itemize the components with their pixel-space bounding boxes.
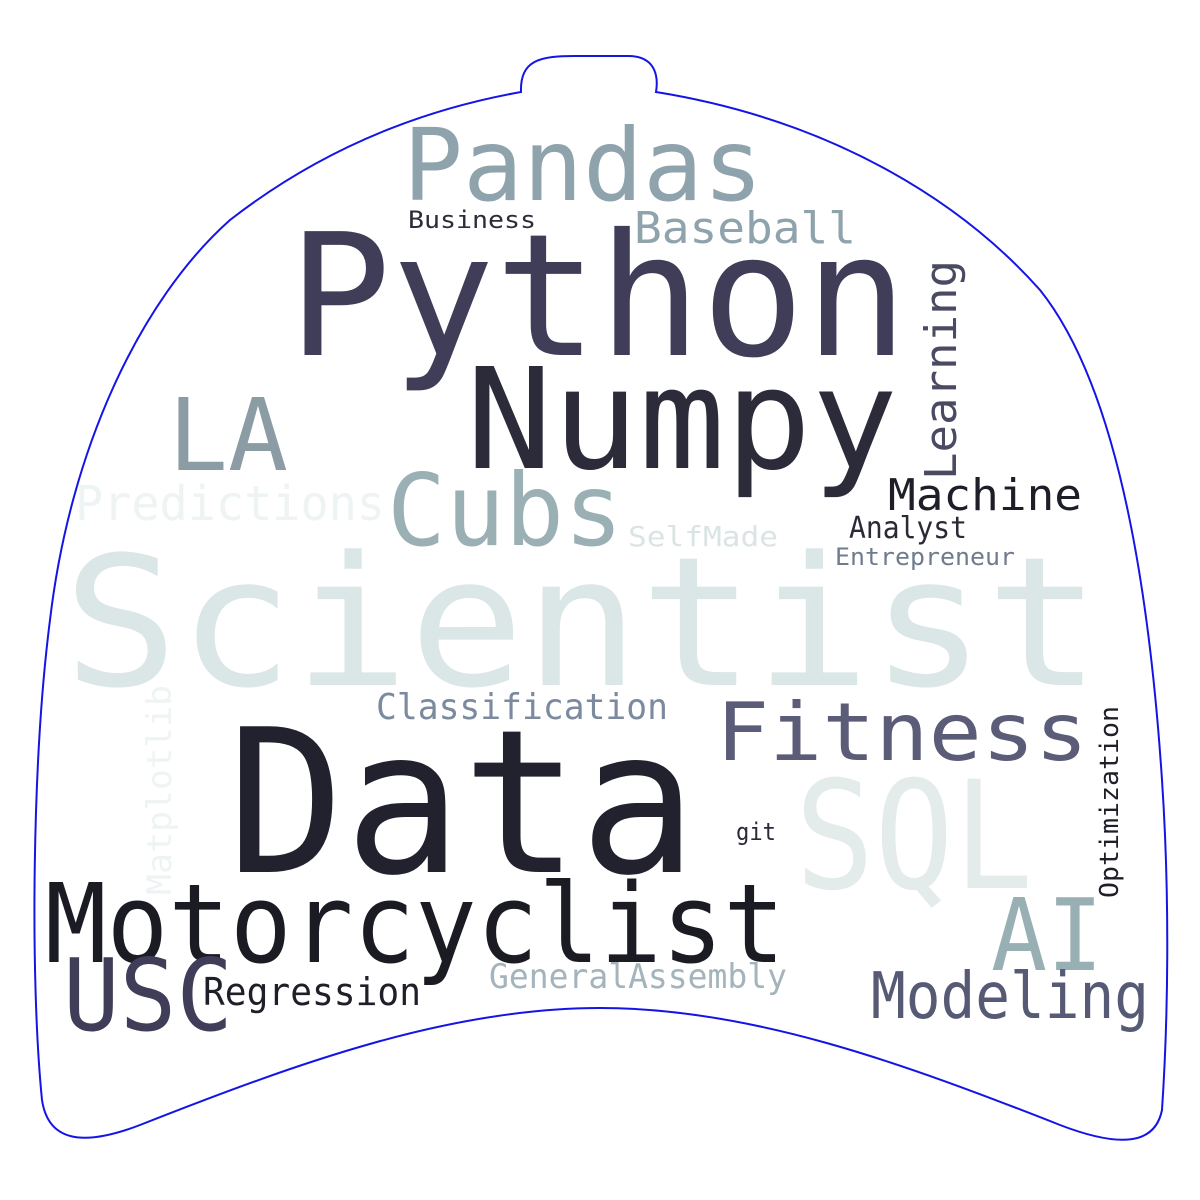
word-predictions: Predictions <box>75 476 385 532</box>
word-fitness: Fitness <box>716 686 1088 779</box>
word-modeling: Modeling <box>871 960 1149 1034</box>
word-numpy: Numpy <box>466 339 898 502</box>
word-selfmade: SelfMade <box>628 520 778 553</box>
word-matplotlib: Matplotlib <box>140 685 180 895</box>
word-cubs: Cubs <box>387 452 623 569</box>
word-ai: AI <box>991 877 1103 994</box>
word-scientist: Scientist <box>63 519 1101 728</box>
word-learning: Learning <box>916 260 967 480</box>
word-regression: Regression <box>203 970 421 1014</box>
word-classification: Classification <box>376 687 668 728</box>
word-optimization: Optimization <box>1095 706 1125 898</box>
word-sql: SQL <box>795 750 1033 924</box>
word-analyst: Analyst <box>849 511 967 546</box>
word-baseball: Baseball <box>634 203 856 254</box>
word-entrepreneur: Entrepreneur <box>835 543 1015 571</box>
word-python: Python <box>288 198 908 396</box>
word-business: Business <box>408 206 536 234</box>
word-motorcyclist: Motorcyclist <box>45 860 785 988</box>
word-usc: USC <box>63 937 233 1054</box>
word-git: git <box>736 818 776 846</box>
word-data: Data <box>227 687 697 920</box>
word-pandas: Pandas <box>403 107 763 224</box>
word-generalassembly: GeneralAssembly <box>489 957 787 997</box>
word-la: LA <box>168 377 288 494</box>
cap-outline <box>33 55 1169 1141</box>
word-machine: Machine <box>888 470 1082 521</box>
